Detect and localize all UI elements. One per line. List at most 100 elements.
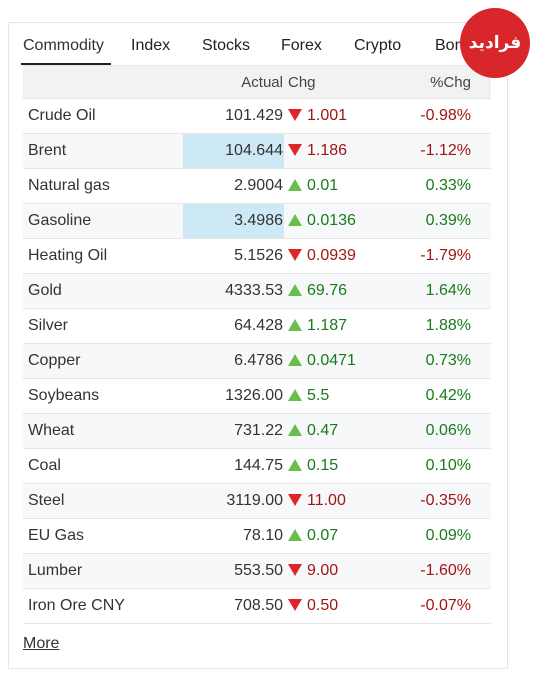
percent-change: 1.64% [425,282,471,299]
tab[interactable]: Crypto [354,37,402,54]
arrow-shape [288,459,302,471]
actual-value: 101.429 [225,107,283,124]
arrow-shape [288,424,302,436]
change: 0.0939 [288,239,356,273]
commodity-name: Silver [28,317,69,334]
up-arrow [288,529,302,541]
change-value: 0.47 [307,422,339,439]
tab[interactable]: Commodity [23,37,104,54]
table-row: Iron Ore CNY 708.50 0.50 -0.07% [23,588,491,623]
percent-change: 0.42% [425,387,471,404]
actual-value: 1326.00 [225,387,283,404]
percent-change: -1.79% [420,247,471,264]
change-value: 9.00 [307,562,339,579]
percent-change: 1.88% [425,317,471,334]
change: 0.01 [288,169,338,203]
commodity-name: Iron Ore CNY [28,597,125,614]
change-value: 1.186 [307,142,348,159]
table-row: Wheat 731.22 0.47 0.06% [23,413,491,448]
table-row: Brent 104.644 1.186 -1.12% [23,133,491,168]
up-arrow [288,284,302,296]
up-arrow [288,214,302,226]
change: 0.0471 [288,344,356,378]
down-arrow [288,144,302,156]
tab[interactable]: Stocks [202,37,251,54]
change: 0.15 [288,449,338,483]
commodity-name: Soybeans [28,387,100,404]
change-value: 11.00 [307,492,346,509]
change: 69.76 [288,274,347,308]
actual-value: 104.644 [225,142,283,159]
percent-change: 0.39% [425,212,471,229]
percent-change: 0.09% [425,527,471,544]
percent-change: 0.73% [425,352,471,369]
percent-change: -0.07% [420,597,471,614]
table-header: Actual Chg %Chg [23,65,491,99]
table-row: Coal 144.75 0.15 0.10% [23,448,491,483]
actual-value: 3119.00 [226,492,283,509]
table-row: EU Gas 78.10 0.07 0.09% [23,518,491,553]
change: 9.00 [288,554,338,588]
commodity-name: Crude Oil [28,107,96,124]
down-arrow [288,249,302,261]
table-row: Crude Oil 101.429 1.001 -0.98% [23,98,491,133]
commodity-name: Steel [28,492,65,509]
actual-value: 78.10 [242,527,283,544]
tab[interactable]: Index [131,37,171,54]
commodity-name: Lumber [28,562,83,579]
arrow-shape [288,284,302,296]
tab-underline [21,63,111,65]
down-arrow [288,599,302,611]
change: 0.07 [288,519,338,553]
header-actual: Actual [241,74,283,91]
up-arrow [288,389,302,401]
table-row: Soybeans 1326.00 5.5 0.42% [23,378,491,413]
down-arrow [288,494,302,506]
arrow-shape [288,599,302,611]
arrow-shape [288,494,302,506]
change: 5.5 [288,379,329,413]
arrow-shape [288,389,302,401]
tab-bar: Commodity Index Stocks Forex Crypto Bonds [21,33,503,65]
actual-value: 6.4786 [234,352,283,369]
arrow-shape [288,144,302,156]
tab[interactable]: Forex [281,37,322,54]
commodity-name: Wheat [28,422,75,439]
arrow-shape [288,214,302,226]
table-row: Lumber 553.50 9.00 -1.60% [23,553,491,588]
actual-value: 5.1526 [234,247,283,264]
arrow-shape [288,249,302,261]
change-value: 0.15 [307,457,339,474]
logo: فرادید [460,8,530,78]
percent-change: -0.35% [420,492,471,509]
up-arrow [288,319,302,331]
cell-highlight [183,204,284,238]
header-pct: %Chg [430,74,471,91]
commodity-name: Gold [28,282,62,299]
percent-change: 0.06% [425,422,471,439]
commodity-name: Gasoline [28,212,92,229]
change-value: 1.187 [307,317,348,334]
percent-change: 0.33% [425,177,471,194]
up-arrow [288,179,302,191]
change-value: 1.001 [307,107,348,124]
down-arrow [288,109,302,121]
percent-change: -1.60% [420,562,471,579]
cell-highlight [183,134,284,168]
up-arrow [288,354,302,366]
commodity-name: Brent [28,142,67,159]
market-widget: Commodity Index Stocks Forex Crypto Bonds Act… [8,22,508,669]
change-value: 0.0471 [307,352,356,369]
table-row: Gold 4333.53 69.76 1.64% [23,273,491,308]
up-arrow [288,459,302,471]
commodity-name: Heating Oil [28,247,108,264]
actual-value: 731.22 [234,422,283,439]
change-value: 5.5 [307,387,330,404]
commodity-name: Natural gas [28,177,110,194]
actual-value: 144.75 [234,457,283,474]
table-row: Heating Oil 5.1526 0.0939 -1.79% [23,238,491,273]
actual-value: 2.9004 [234,177,283,194]
table-row: Gasoline 3.4986 0.0136 0.39% [23,203,491,238]
more-link[interactable]: More [23,635,60,652]
arrow-shape [288,354,302,366]
